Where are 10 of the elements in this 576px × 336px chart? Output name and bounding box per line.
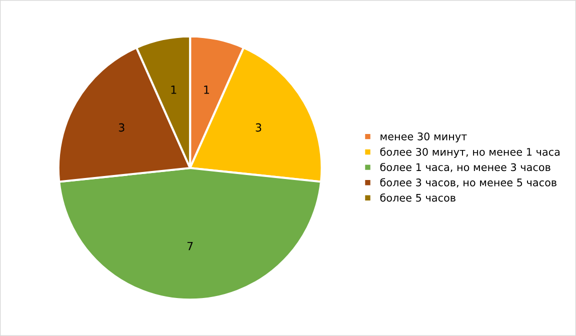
legend-label: более 30 минут, но менее 1 часа (380, 148, 560, 158)
legend-label: менее 30 минут (380, 132, 467, 142)
data-label: 1 (171, 86, 176, 94)
data-label: 1 (204, 86, 210, 94)
data-label: 3 (256, 123, 262, 132)
data-label: 7 (187, 242, 193, 250)
legend-label: более 5 часов (380, 193, 456, 202)
data-label: 3 (118, 123, 124, 132)
legend-label: более 3 часов, но менее 5 часов (380, 178, 556, 188)
legend-label: более 1 часа, но менее 3 часов (380, 162, 550, 172)
